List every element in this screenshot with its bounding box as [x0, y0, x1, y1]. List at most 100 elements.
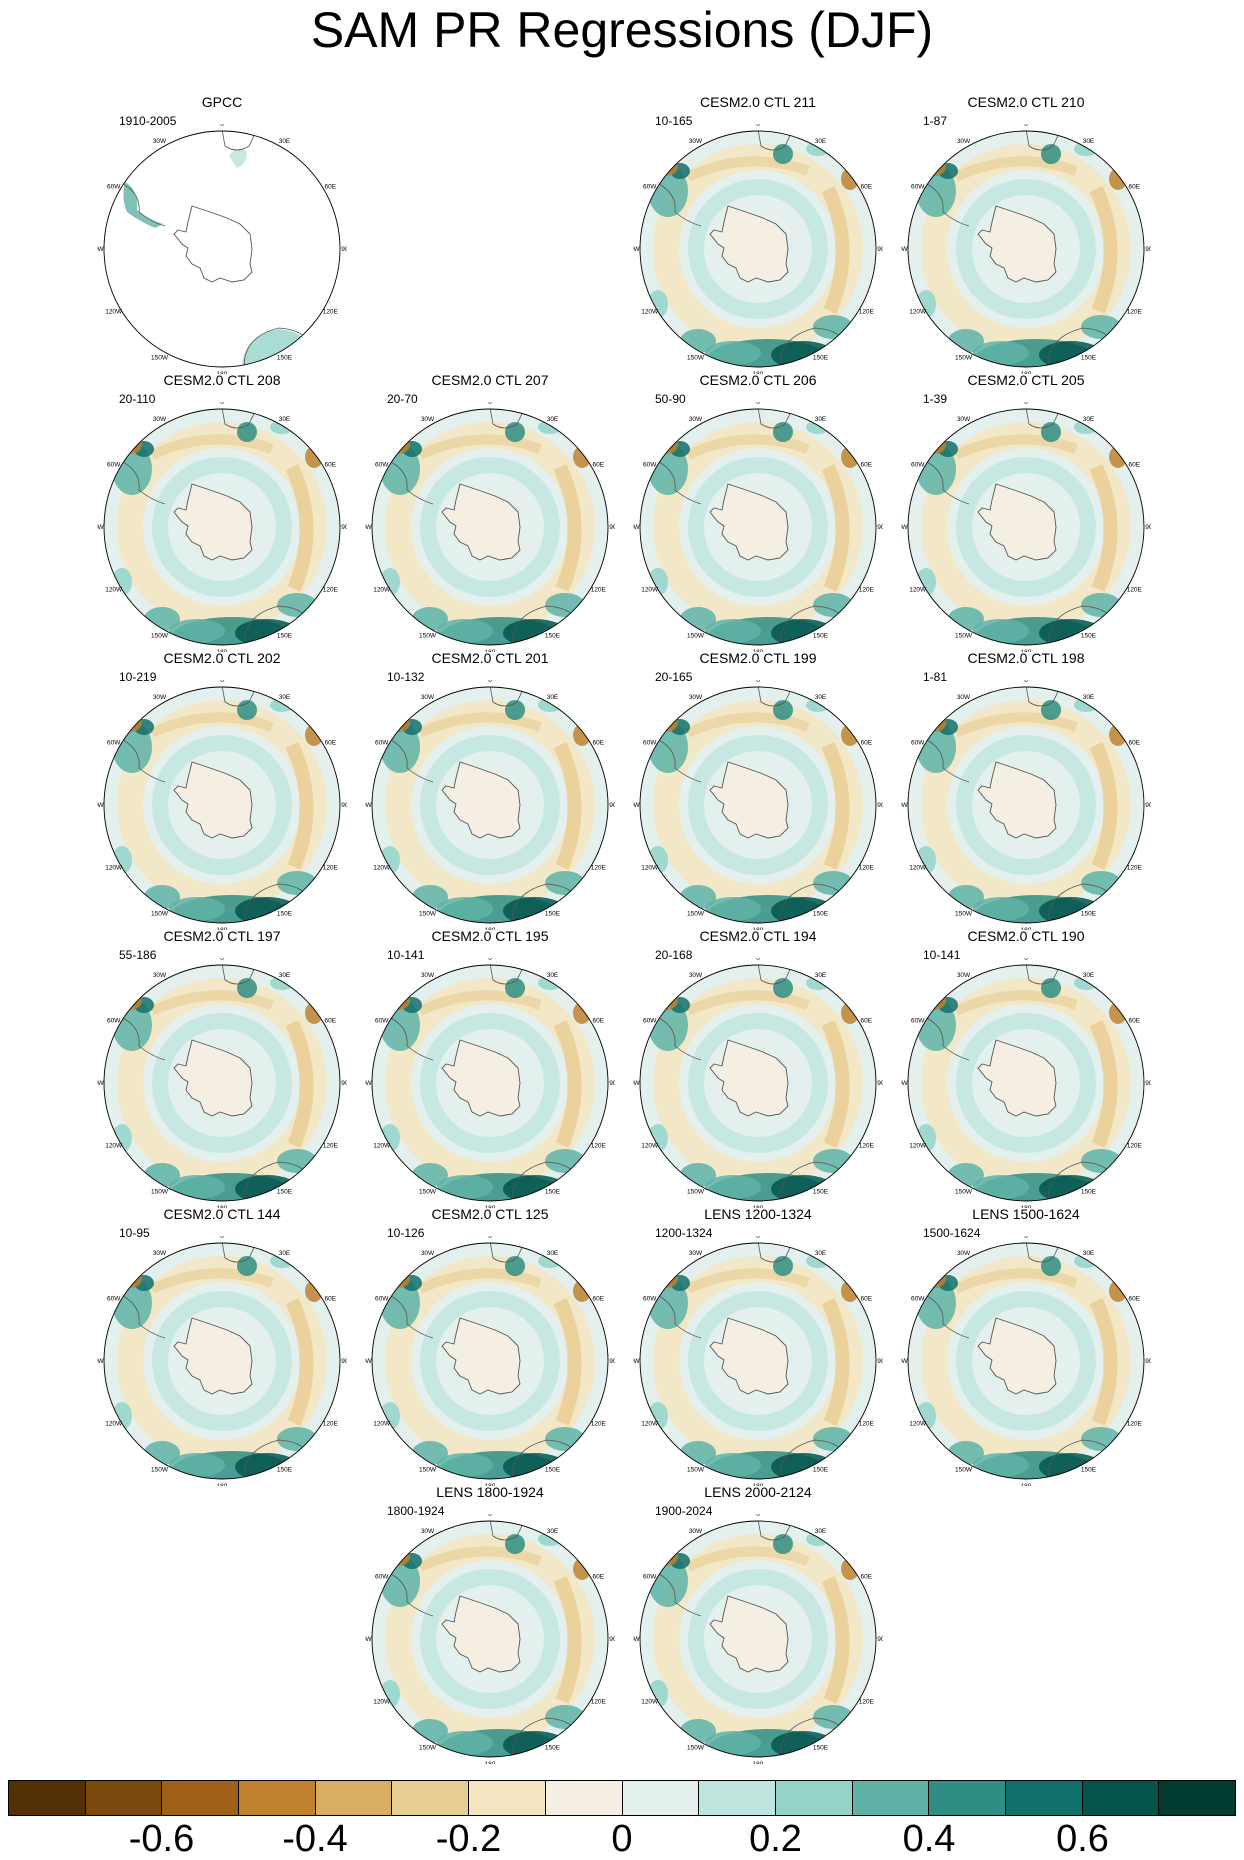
longitude-label: 180	[753, 1761, 764, 1764]
south-america-outline	[390, 1017, 434, 1061]
longitude-label: 30W	[689, 138, 703, 145]
longitude-label: 120E	[591, 1421, 607, 1428]
longitude-label: 150W	[955, 633, 973, 640]
longitude-label: 120E	[1127, 1143, 1143, 1150]
panel-years: 1-81	[923, 670, 948, 684]
panel-title: LENS 1500-1624	[972, 1206, 1080, 1222]
map-field	[372, 965, 608, 1201]
longitude-label: 90W	[901, 1080, 909, 1087]
map-boundary	[907, 964, 1145, 1202]
longitude-label: 90W	[633, 802, 641, 809]
panel-years: 20-168	[655, 948, 693, 962]
longitude-label: 60E	[593, 462, 605, 469]
longitude-label: 90E	[877, 1358, 883, 1365]
map-boundary	[103, 130, 341, 368]
longitude-label: 30W	[153, 972, 167, 979]
longitude-label: 30E	[547, 1528, 559, 1535]
longitude-label: 0	[756, 958, 760, 962]
map-panel: CESM2.0 CTL 202 10-219 0 30E 60E 90E 120E 150E 1…	[97, 650, 347, 930]
longitude-label: 60W	[107, 1296, 121, 1303]
longitude-label: 120W	[909, 587, 927, 594]
longitude-label: 60E	[861, 1574, 873, 1581]
longitude-label: 120W	[373, 1699, 391, 1706]
longitude-label: 120W	[373, 1421, 391, 1428]
longitude-label: 120W	[641, 1421, 659, 1428]
longitude-label: 90E	[877, 524, 883, 531]
south-america-outline	[658, 1573, 702, 1617]
longitude-label: 90W	[365, 1358, 373, 1365]
longitude-label: 30W	[957, 694, 971, 701]
longitude-label: 30E	[1083, 138, 1095, 145]
africa-outline	[488, 409, 528, 429]
colorbar-tick-label: -0.2	[435, 1818, 502, 1860]
longitude-label: 150E	[1081, 355, 1097, 362]
colorbar-swatch	[775, 1781, 853, 1815]
map-field	[908, 409, 1144, 645]
longitude-label: 150W	[687, 355, 705, 362]
longitude-label: 60E	[1129, 1296, 1141, 1303]
polar-map: 0 30E 60E 90E 120E 150E 180 150W 120W 90W 60W 30W	[97, 402, 347, 652]
longitude-label: 180	[217, 927, 228, 930]
longitude-label: 30E	[279, 138, 291, 145]
longitude-label: 60E	[593, 740, 605, 747]
longitude-label: 90W	[365, 1636, 373, 1643]
longitude-label: 180	[217, 1483, 228, 1486]
map-field	[104, 131, 340, 367]
africa-outline	[756, 409, 796, 429]
longitude-label: 180	[1021, 927, 1032, 930]
map-panel: GPCC 1910-2005 0 30E 60E 90E 120E 150E 180 150W 12…	[97, 94, 347, 374]
panel-title: CESM2.0 CTL 201	[431, 650, 549, 666]
antarctica-outline	[709, 1595, 789, 1673]
panel-title: CESM2.0 CTL 206	[699, 372, 817, 388]
longitude-label: 90E	[877, 1080, 883, 1087]
map-panel: CESM2.0 CTL 208 20-110 0 30E 60E 90E 120E 150E 1…	[97, 372, 347, 652]
map-panel: CESM2.0 CTL 207 20-70 0 30E 60E 90E 120E 150E 18…	[365, 372, 615, 652]
longitude-label: 120E	[859, 587, 875, 594]
map-panel: CESM2.0 CTL 211 10-165 0 30E 60E 90E 120E 150E 1…	[633, 94, 883, 374]
polar-map: 0 30E 60E 90E 120E 150E 180 150W 120W 90W 60W 30W	[633, 1514, 883, 1764]
longitude-label: 120W	[105, 309, 123, 316]
longitude-label: 30E	[1083, 972, 1095, 979]
longitude-label: 120E	[323, 309, 339, 316]
africa-outline	[220, 1243, 260, 1263]
south-america-outline	[122, 739, 166, 783]
polar-map: 0 30E 60E 90E 120E 150E 180 150W 120W 90W 60W 30W	[365, 1514, 615, 1764]
map-field	[372, 1243, 608, 1479]
longitude-label: 30E	[815, 694, 827, 701]
south-america-outline	[390, 1295, 434, 1339]
longitude-label: 90W	[97, 1358, 105, 1365]
longitude-label: 60W	[643, 184, 657, 191]
longitude-label: 60E	[861, 740, 873, 747]
longitude-label: 180	[753, 927, 764, 930]
longitude-label: 180	[753, 649, 764, 652]
south-america-outline	[390, 1573, 434, 1617]
longitude-label: 90E	[609, 802, 615, 809]
map-field	[640, 409, 876, 645]
longitude-label: 60W	[375, 1296, 389, 1303]
colorbar-swatch	[929, 1781, 1006, 1815]
longitude-label: 0	[1024, 402, 1028, 406]
longitude-label: 90E	[877, 1636, 883, 1643]
antarctica-outline	[173, 1039, 253, 1117]
longitude-label: 30W	[957, 972, 971, 979]
longitude-label: 30W	[421, 416, 435, 423]
longitude-label: 180	[485, 1483, 496, 1486]
longitude-label: 120E	[859, 1421, 875, 1428]
longitude-label: 30E	[279, 972, 291, 979]
panel-title: CESM2.0 CTL 207	[431, 372, 549, 388]
longitude-label: 90W	[633, 246, 641, 253]
africa-outline	[220, 965, 260, 985]
longitude-label: 90E	[341, 246, 347, 253]
longitude-label: 0	[488, 958, 492, 962]
longitude-label: 150W	[687, 1467, 705, 1474]
longitude-label: 90W	[633, 1080, 641, 1087]
map-boundary	[639, 1520, 877, 1758]
longitude-label: 180	[1021, 1205, 1032, 1208]
polar-map: 0 30E 60E 90E 120E 150E 180 150W 120W 90W 60W 30W	[633, 1236, 883, 1486]
longitude-label: 120E	[323, 865, 339, 872]
longitude-label: 60E	[861, 462, 873, 469]
map-field	[640, 1243, 876, 1479]
map-panel: LENS 1500-1624 1500-1624 0 30E 60E 90E 120E 150…	[901, 1206, 1151, 1486]
map-panel: CESM2.0 CTL 144 10-95 0 30E 60E 90E 120E 150E 18…	[97, 1206, 347, 1486]
colorbar-swatch	[1082, 1781, 1160, 1815]
